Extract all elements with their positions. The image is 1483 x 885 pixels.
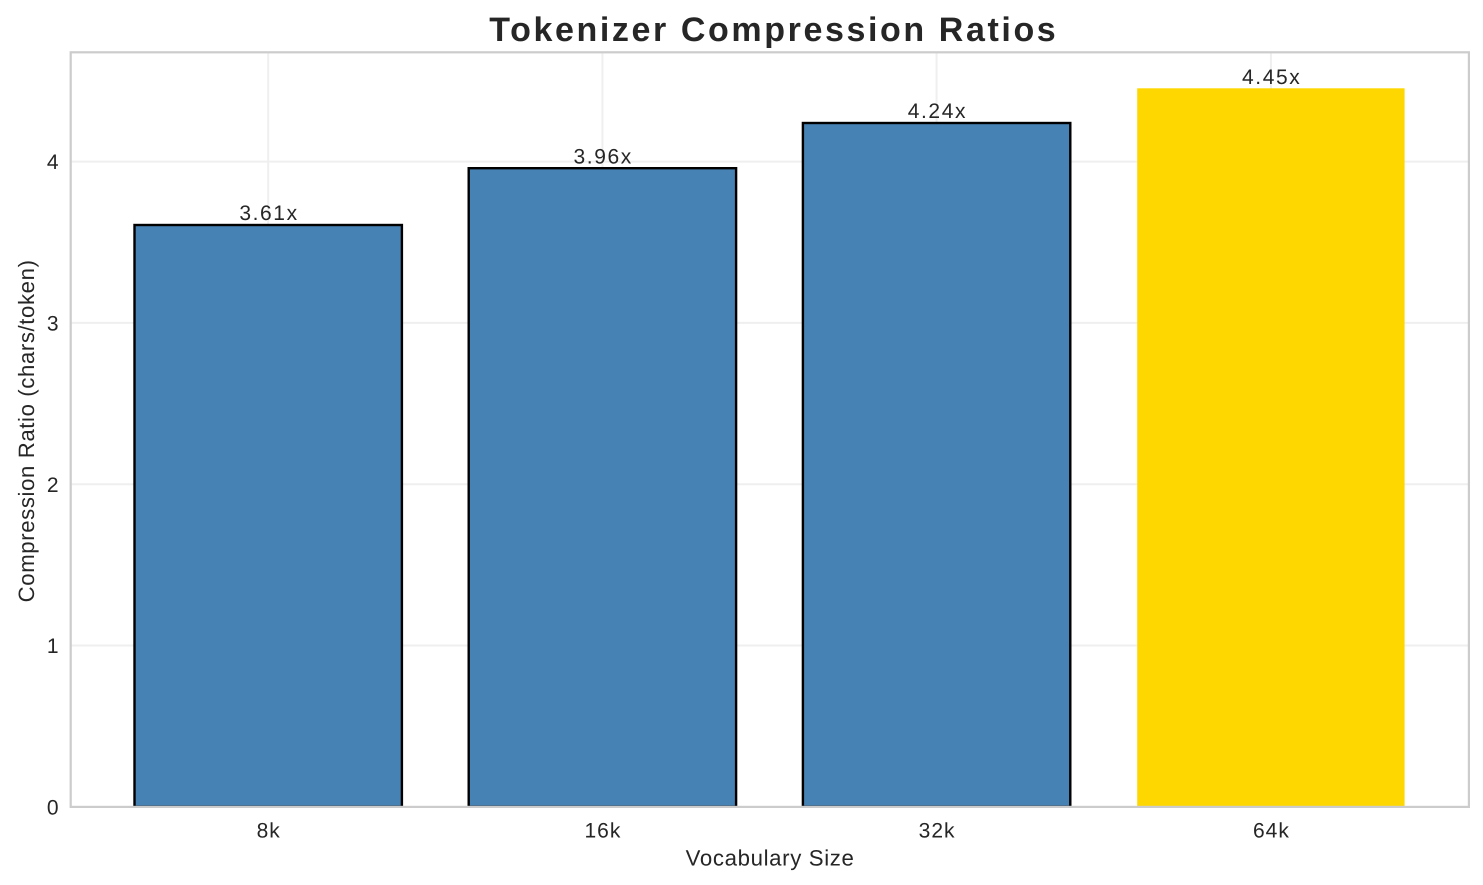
svg-text:4.24x: 4.24x <box>908 100 967 123</box>
svg-text:2: 2 <box>47 474 59 497</box>
svg-text:1: 1 <box>47 635 59 658</box>
svg-text:0: 0 <box>47 797 59 820</box>
svg-text:Compression Ratio (chars/token: Compression Ratio (chars/token) <box>14 259 39 602</box>
svg-text:8k: 8k <box>257 820 281 843</box>
svg-text:3.61x: 3.61x <box>239 202 298 225</box>
svg-text:4: 4 <box>47 151 59 174</box>
svg-text:3: 3 <box>47 313 59 336</box>
svg-text:16k: 16k <box>584 820 621 843</box>
svg-text:4.45x: 4.45x <box>1242 66 1301 89</box>
svg-text:3.96x: 3.96x <box>574 145 633 168</box>
svg-text:Tokenizer Compression Ratios: Tokenizer Compression Ratios <box>489 11 1058 49</box>
svg-text:64k: 64k <box>1253 820 1290 843</box>
svg-text:32k: 32k <box>919 820 956 843</box>
svg-text:Vocabulary Size: Vocabulary Size <box>686 846 855 871</box>
